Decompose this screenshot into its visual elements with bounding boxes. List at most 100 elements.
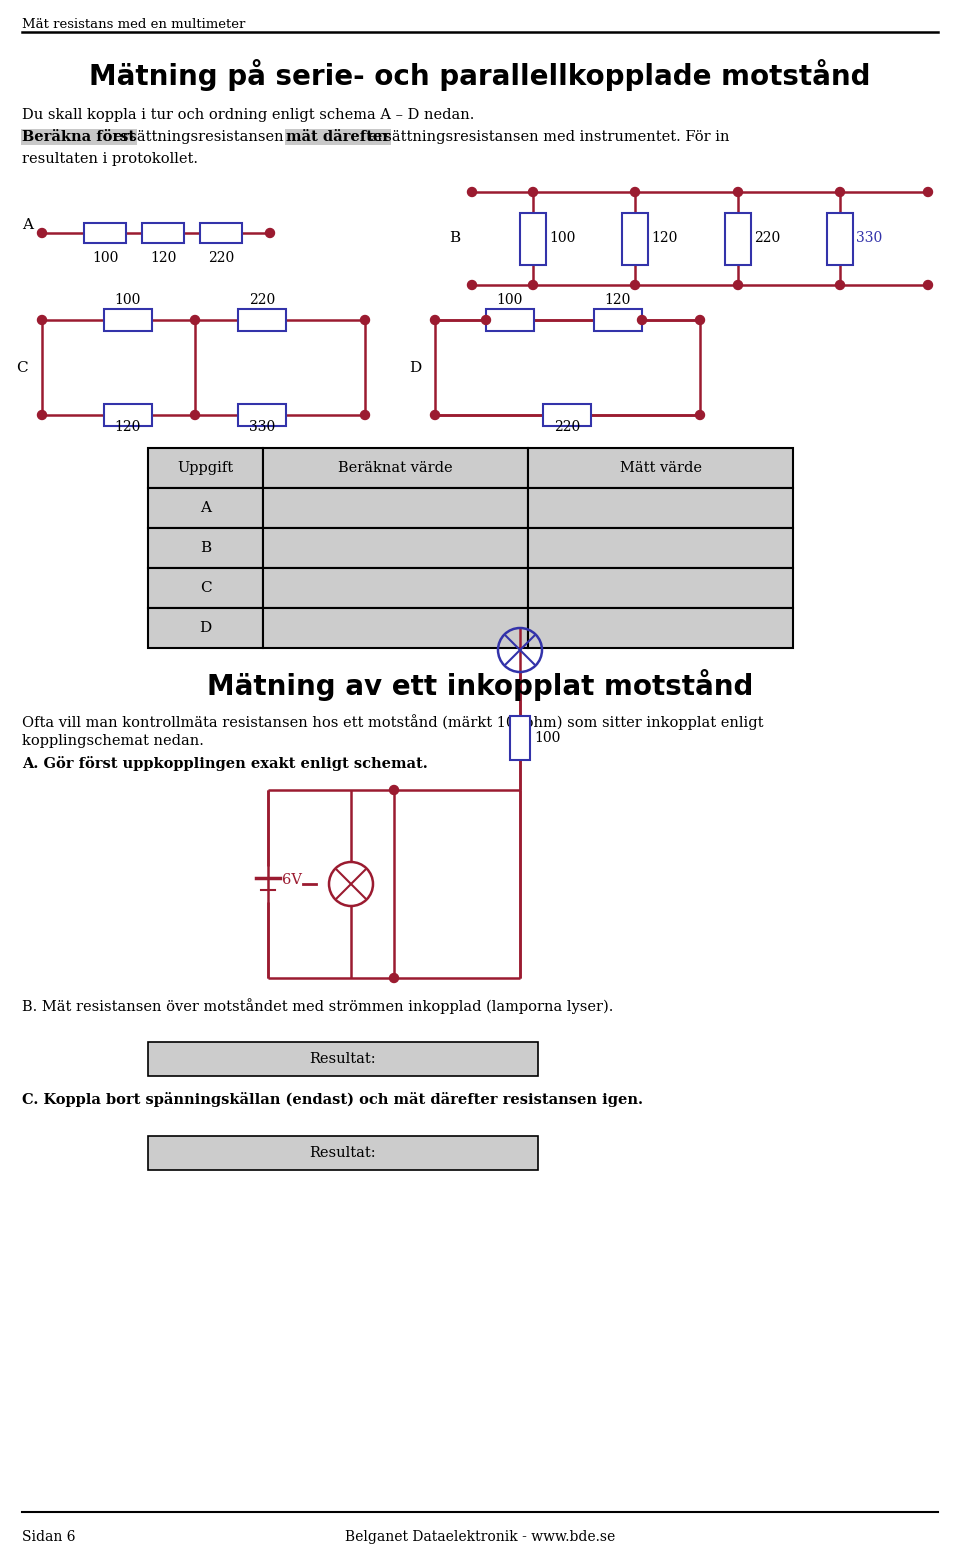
Text: 100: 100: [92, 251, 118, 265]
Bar: [528, 449, 793, 487]
Circle shape: [835, 188, 845, 197]
Circle shape: [468, 188, 476, 197]
Text: Mätning av ett inkopplat motstånd: Mätning av ett inkopplat motstånd: [206, 669, 754, 702]
Circle shape: [924, 188, 932, 197]
Text: 120: 120: [651, 231, 678, 245]
Text: Resultat:: Resultat:: [310, 1052, 376, 1066]
Text: C: C: [16, 360, 28, 374]
Circle shape: [529, 281, 538, 290]
Text: A: A: [22, 217, 33, 231]
Text: 220: 220: [554, 421, 580, 435]
Text: kopplingschemat nedan.: kopplingschemat nedan.: [22, 734, 204, 748]
Bar: [148, 1041, 538, 1076]
Text: Mätning på serie- och parallellkopplade motstånd: Mätning på serie- och parallellkopplade …: [89, 59, 871, 92]
Bar: [148, 608, 263, 649]
Bar: [543, 404, 591, 425]
Bar: [263, 608, 528, 649]
Text: C. Koppla bort spänningskällan (endast) och mät därefter resistansen igen.: C. Koppla bort spänningskällan (endast) …: [22, 1093, 643, 1107]
Text: C: C: [200, 580, 211, 594]
Circle shape: [695, 410, 705, 419]
Bar: [528, 487, 793, 528]
Text: D: D: [409, 360, 421, 374]
Circle shape: [190, 410, 200, 419]
Circle shape: [37, 315, 46, 324]
Text: ersättningsresistansen och: ersättningsresistansen och: [109, 130, 320, 144]
Text: 220: 220: [249, 293, 276, 307]
Bar: [148, 528, 263, 568]
Bar: [104, 309, 152, 331]
Bar: [238, 309, 286, 331]
Text: mät därefter: mät därefter: [286, 130, 390, 144]
Circle shape: [835, 281, 845, 290]
Bar: [725, 213, 751, 264]
Text: Beräknat värde: Beräknat värde: [338, 461, 453, 475]
Text: Mät resistans med en multimeter: Mät resistans med en multimeter: [22, 19, 246, 31]
Bar: [528, 568, 793, 608]
Bar: [528, 608, 793, 649]
Bar: [263, 528, 528, 568]
Circle shape: [631, 188, 639, 197]
Bar: [148, 487, 263, 528]
Bar: [520, 213, 546, 264]
Text: 330: 330: [249, 421, 276, 435]
Bar: [148, 449, 263, 487]
Text: 220: 220: [208, 251, 234, 265]
Text: Belganet Dataelektronik - www.bde.se: Belganet Dataelektronik - www.bde.se: [345, 1530, 615, 1544]
Text: B: B: [449, 231, 461, 245]
Text: 120: 120: [115, 421, 141, 435]
Text: resultaten i protokollet.: resultaten i protokollet.: [22, 152, 198, 166]
Bar: [486, 309, 534, 331]
Bar: [622, 213, 648, 264]
Bar: [104, 404, 152, 425]
Circle shape: [390, 973, 398, 982]
Bar: [594, 309, 642, 331]
Text: Sidan 6: Sidan 6: [22, 1530, 76, 1544]
Text: 220: 220: [754, 231, 780, 245]
Circle shape: [468, 281, 476, 290]
Circle shape: [361, 315, 370, 324]
Circle shape: [924, 281, 932, 290]
Circle shape: [37, 410, 46, 419]
Circle shape: [190, 315, 200, 324]
Text: 120: 120: [150, 251, 177, 265]
Text: Beräkna först: Beräkna först: [22, 130, 135, 144]
Text: D: D: [200, 621, 211, 635]
Text: A: A: [200, 501, 211, 515]
Text: B: B: [200, 542, 211, 556]
Text: 120: 120: [605, 293, 631, 307]
Circle shape: [695, 315, 705, 324]
Text: 100: 100: [549, 231, 575, 245]
Bar: [263, 449, 528, 487]
Text: Resultat:: Resultat:: [310, 1145, 376, 1159]
Text: 6V: 6V: [282, 872, 302, 888]
Circle shape: [529, 188, 538, 197]
Text: A. Gör först uppkopplingen exakt enligt schemat.: A. Gör först uppkopplingen exakt enligt …: [22, 756, 428, 771]
Circle shape: [637, 315, 646, 324]
Circle shape: [482, 315, 491, 324]
Text: 100: 100: [115, 293, 141, 307]
Bar: [200, 223, 242, 244]
Text: Du skall koppla i tur och ordning enligt schema A – D nedan.: Du skall koppla i tur och ordning enligt…: [22, 109, 474, 123]
Circle shape: [37, 228, 46, 237]
Circle shape: [733, 188, 742, 197]
Bar: [84, 223, 126, 244]
Bar: [148, 568, 263, 608]
Bar: [827, 213, 853, 264]
Bar: [263, 487, 528, 528]
Bar: [510, 715, 530, 760]
Text: 100: 100: [534, 731, 561, 745]
Text: 100: 100: [497, 293, 523, 307]
Circle shape: [430, 410, 440, 419]
Text: 330: 330: [856, 231, 882, 245]
Bar: [148, 1136, 538, 1170]
Text: Mätt värde: Mätt värde: [619, 461, 702, 475]
Circle shape: [266, 228, 275, 237]
Bar: [238, 404, 286, 425]
Circle shape: [390, 785, 398, 795]
Bar: [263, 568, 528, 608]
Text: Uppgift: Uppgift: [178, 461, 233, 475]
Text: ersättningsresistansen med instrumentet. För in: ersättningsresistansen med instrumentet.…: [364, 130, 730, 144]
Bar: [528, 528, 793, 568]
Text: B. Mät resistansen över motståndet med strömmen inkopplad (lamporna lyser).: B. Mät resistansen över motståndet med s…: [22, 998, 613, 1013]
Bar: [142, 223, 184, 244]
